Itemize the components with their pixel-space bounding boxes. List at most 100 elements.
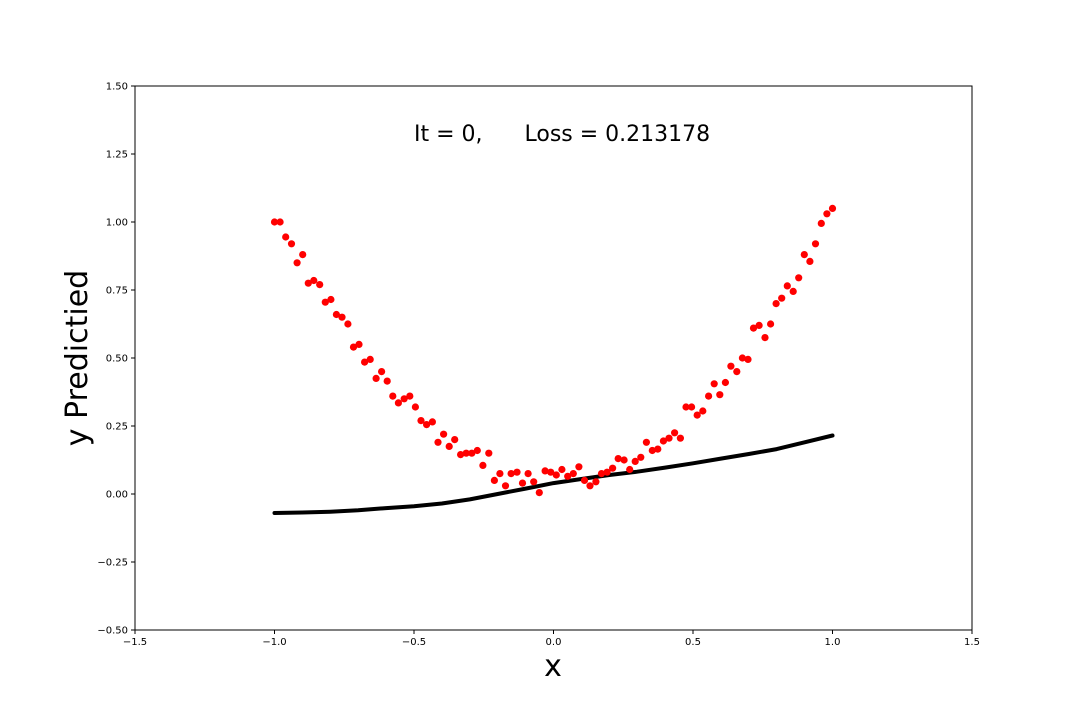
y-tick-label: −0.50 bbox=[97, 626, 128, 637]
data-point bbox=[440, 430, 448, 438]
data-point bbox=[366, 355, 374, 363]
data-point bbox=[507, 470, 515, 478]
data-point bbox=[423, 421, 431, 429]
data-point bbox=[490, 476, 498, 484]
data-point bbox=[710, 380, 718, 388]
data-point bbox=[541, 467, 549, 475]
data-point bbox=[321, 298, 329, 306]
data-point bbox=[721, 378, 730, 387]
data-point bbox=[688, 403, 696, 411]
data-point bbox=[417, 417, 425, 425]
x-tick-label: −0.5 bbox=[402, 637, 426, 648]
data-point bbox=[406, 392, 414, 400]
x-tick-label: 0.5 bbox=[685, 637, 701, 648]
data-point bbox=[434, 438, 442, 446]
data-point bbox=[501, 482, 510, 490]
data-point bbox=[626, 465, 634, 474]
data-point bbox=[524, 470, 532, 478]
data-point bbox=[547, 468, 555, 476]
data-point bbox=[580, 476, 589, 484]
data-point bbox=[817, 219, 825, 227]
data-point bbox=[428, 418, 436, 426]
y-tick-label: 1.50 bbox=[106, 82, 128, 93]
y-axis-label: y Predictied bbox=[60, 270, 95, 446]
prediction-line bbox=[272, 433, 835, 515]
y-tick-label: 0.50 bbox=[106, 354, 128, 365]
data-point bbox=[569, 470, 577, 478]
data-point bbox=[682, 403, 690, 411]
y-tick-label: 1.00 bbox=[106, 218, 128, 229]
data-point bbox=[733, 368, 741, 376]
data-point bbox=[705, 392, 713, 400]
data-point bbox=[361, 358, 369, 366]
data-point bbox=[389, 392, 397, 400]
data-point bbox=[332, 310, 340, 319]
data-point bbox=[513, 468, 521, 476]
data-point bbox=[518, 479, 527, 487]
data-point bbox=[614, 455, 622, 463]
data-point bbox=[744, 355, 752, 363]
data-point bbox=[479, 461, 487, 469]
data-point bbox=[462, 449, 470, 457]
data-point bbox=[378, 368, 386, 376]
x-axis-label: x bbox=[544, 649, 562, 684]
x-tick-label: 1.0 bbox=[825, 637, 841, 648]
data-point bbox=[727, 362, 735, 370]
data-point bbox=[535, 489, 543, 497]
data-point bbox=[659, 437, 668, 445]
data-point bbox=[755, 321, 763, 329]
data-point bbox=[699, 407, 707, 415]
data-point bbox=[811, 240, 820, 248]
data-point bbox=[597, 470, 606, 478]
data-point bbox=[749, 324, 758, 332]
x-tick-label: 0.0 bbox=[546, 637, 562, 648]
data-point bbox=[349, 343, 358, 351]
data-point bbox=[648, 446, 656, 455]
data-point bbox=[445, 442, 453, 450]
data-point bbox=[592, 478, 600, 486]
data-point bbox=[642, 438, 651, 446]
data-point bbox=[603, 468, 611, 476]
x-tick-label: −1.0 bbox=[262, 637, 286, 648]
data-point bbox=[485, 449, 493, 457]
y-tick-label: −0.25 bbox=[97, 558, 128, 569]
data-point bbox=[738, 354, 747, 362]
data-point bbox=[293, 259, 301, 267]
data-point bbox=[823, 210, 831, 218]
data-point bbox=[654, 445, 662, 453]
data-point bbox=[761, 334, 769, 342]
data-point bbox=[783, 282, 791, 290]
data-point bbox=[631, 457, 639, 465]
data-point bbox=[564, 472, 572, 480]
plot-frame bbox=[134, 85, 973, 631]
data-point bbox=[372, 374, 380, 382]
data-point bbox=[671, 429, 679, 437]
data-point bbox=[276, 218, 284, 226]
data-point bbox=[394, 399, 402, 407]
data-point bbox=[316, 281, 324, 289]
data-point bbox=[310, 276, 318, 285]
data-point bbox=[665, 434, 673, 442]
data-point bbox=[304, 279, 312, 287]
loss-annotation: It = 0, Loss = 0.213178 bbox=[414, 122, 710, 147]
series-layer bbox=[270, 204, 837, 515]
data-point bbox=[338, 313, 346, 321]
data-point bbox=[609, 464, 617, 472]
y-tick-label: 0.00 bbox=[106, 490, 128, 501]
data-point bbox=[828, 204, 837, 212]
data-point bbox=[287, 240, 296, 248]
data-point bbox=[789, 287, 797, 295]
data-point bbox=[800, 251, 808, 259]
data-point bbox=[299, 251, 307, 259]
data-point bbox=[552, 471, 560, 479]
data-point bbox=[637, 453, 645, 461]
data-point bbox=[270, 218, 279, 226]
data-point bbox=[355, 340, 363, 348]
data-point bbox=[383, 377, 391, 385]
data-point bbox=[344, 320, 352, 328]
x-tick-label: 1.5 bbox=[964, 637, 980, 648]
data-point bbox=[795, 274, 803, 282]
data-point bbox=[327, 295, 335, 304]
data-point bbox=[716, 391, 724, 399]
